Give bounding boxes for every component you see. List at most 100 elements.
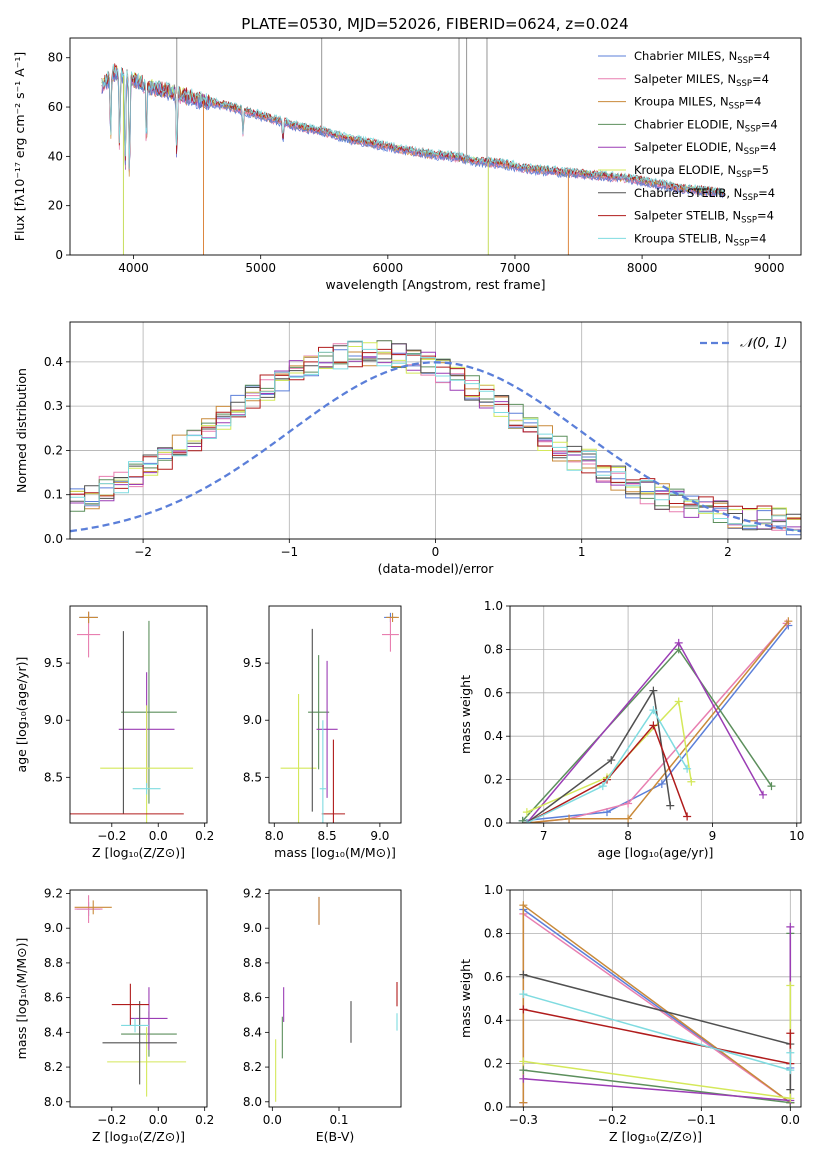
- x-tick-label: 0.1: [329, 1113, 348, 1127]
- plot-area-mass_vs_Z: [74, 895, 187, 1097]
- y-tick-label: 8.2: [243, 1060, 262, 1074]
- x-axis-label: age [log₁₀(age/yr)]: [598, 845, 714, 860]
- y-tick-label: 0.1: [44, 488, 63, 502]
- y-tick-label: 9.2: [44, 886, 63, 900]
- x-tick-label: 1: [578, 545, 586, 559]
- x-tick-label: 2: [724, 545, 732, 559]
- weight-marker: [683, 812, 692, 821]
- x-axis-label: (data-model)/error: [378, 561, 495, 576]
- y-tick-label: 9.5: [44, 656, 63, 670]
- y-tick-label: 8.2: [44, 1060, 63, 1074]
- weight-marker: [683, 764, 692, 773]
- x-tick-label: 0.0: [263, 1113, 282, 1127]
- weight-marker: [786, 1094, 795, 1103]
- y-tick-label: 0.0: [44, 532, 63, 546]
- weight-marker: [519, 1005, 528, 1014]
- weight-marker: [657, 779, 666, 788]
- spectrum-line-8: [101, 64, 725, 195]
- weight-marker: [518, 816, 527, 823]
- x-tick-label: 8: [624, 829, 632, 843]
- axes-frame: [69, 37, 802, 256]
- axes-frame: [509, 889, 802, 1108]
- weight-marker: [786, 1029, 795, 1038]
- y-tick-label: 9.0: [44, 713, 63, 727]
- y-tick-label: 8.0: [44, 1095, 63, 1109]
- x-tick-label: 0.0: [781, 1113, 800, 1127]
- weight-marker: [519, 901, 528, 910]
- y-tick-label: 20: [48, 199, 63, 213]
- weight-series-8: [526, 708, 688, 823]
- plot-area-mass_vs_ebv: [275, 896, 398, 1102]
- y-tick-label: 0.2: [44, 443, 63, 457]
- y-tick-label: 1.0: [484, 883, 503, 897]
- y-tick-label: 0.4: [484, 1013, 503, 1027]
- weight-series-0: [522, 625, 789, 822]
- x-tick-label: 9000: [754, 261, 785, 275]
- y-tick-label: 1.0: [484, 599, 503, 613]
- plot-area-weight_vs_Z: [519, 901, 795, 1107]
- y-tick-label: 0.2: [484, 773, 503, 787]
- weight-series-7: [526, 723, 688, 823]
- y-tick-label: 0.0: [484, 816, 503, 830]
- plot-area-age_vs_mass: [280, 612, 399, 823]
- panel-residuals: −2 −1 0 1 2 0.0 0.1 0.2 0.3 0.4 (data-model)/error…: [14, 321, 802, 576]
- y-tick-label: 0.3: [44, 399, 63, 413]
- y-tick-label: 8.5: [44, 770, 63, 784]
- plot-area-weight_vs_age: [518, 617, 793, 823]
- y-axis-label: mass [log₁₀(M/M⊙)]: [14, 938, 29, 1060]
- weight-marker: [649, 706, 658, 715]
- panel-spectrum: 4000 5000 6000 7000 8000 9000 0 20 40 60 80 wavelen…: [12, 37, 802, 292]
- weight-marker: [565, 814, 574, 823]
- plot-area-residuals: [70, 340, 801, 539]
- y-tick-label: 0.2: [484, 1057, 503, 1071]
- weight-marker: [674, 697, 683, 706]
- weight-series-2: [526, 620, 789, 823]
- x-tick-label: 10: [789, 829, 804, 843]
- x-axis-label: Z [log₁₀(Z/Z⊙)]: [92, 845, 185, 860]
- panel-weight_vs_age: 7 8 9 10 0.0 0.2 0.4 0.6 0.8 1.0 age [log₁₀(age/yr…: [458, 599, 804, 860]
- y-axis-label: mass weight: [458, 675, 473, 754]
- y-tick-label: 0.6: [484, 686, 503, 700]
- x-tick-label: 0.0: [149, 829, 168, 843]
- legend-entry: Salpeter STELIB, NSSP=4: [634, 209, 774, 226]
- axes-frame: [509, 605, 802, 824]
- plot-area-spectrum: [101, 38, 725, 255]
- weight-marker: [519, 1098, 528, 1107]
- weight-marker: [598, 782, 607, 791]
- weight-marker: [786, 922, 795, 931]
- weight-marker: [767, 782, 776, 791]
- weight-marker: [522, 819, 531, 823]
- weight-marker: [674, 638, 683, 647]
- y-tick-label: 40: [48, 149, 63, 163]
- x-tick-label: 7: [540, 829, 548, 843]
- legend-entry: Chabrier MILES, NSSP=4: [634, 49, 770, 66]
- gaussian-curve: [70, 361, 801, 533]
- weight-marker: [786, 1048, 795, 1057]
- weight-marker: [666, 801, 675, 810]
- legend-entry: Salpeter ELODIE, NSSP=4: [634, 140, 777, 157]
- y-tick-label: 0.4: [44, 355, 63, 369]
- y-tick-label: 9.2: [243, 886, 262, 900]
- legend-entry: Kroupa STELIB, NSSP=4: [634, 231, 766, 248]
- y-tick-label: 9.0: [243, 921, 262, 935]
- x-tick-label: −0.2: [598, 1113, 627, 1127]
- weight-marker: [687, 777, 696, 786]
- weight-marker: [786, 981, 795, 990]
- weight-marker: [519, 1057, 528, 1066]
- weight-marker: [784, 617, 793, 626]
- y-tick-label: 80: [48, 51, 63, 65]
- panel-mass_vs_Z: −0.2 0.0 0.2 8.0 8.2 8.4 8.6 8.8 9.0 9.2 Z [log₁₀(…: [14, 886, 214, 1144]
- axes-frame: [69, 889, 208, 1108]
- y-tick-label: 0.6: [484, 970, 503, 984]
- weight-marker: [607, 756, 616, 765]
- weight-marker: [649, 686, 658, 695]
- x-tick-label: 8.5: [318, 829, 337, 843]
- weight-marker: [786, 1066, 795, 1075]
- legend-entry: Chabrier ELODIE, NSSP=4: [634, 117, 778, 134]
- x-tick-label: 8.0: [265, 829, 284, 843]
- y-tick-label: 8.0: [243, 1095, 262, 1109]
- x-axis-label: E(B-V): [316, 1129, 355, 1144]
- x-tick-label: −2: [134, 545, 152, 559]
- weight-marker: [519, 970, 528, 979]
